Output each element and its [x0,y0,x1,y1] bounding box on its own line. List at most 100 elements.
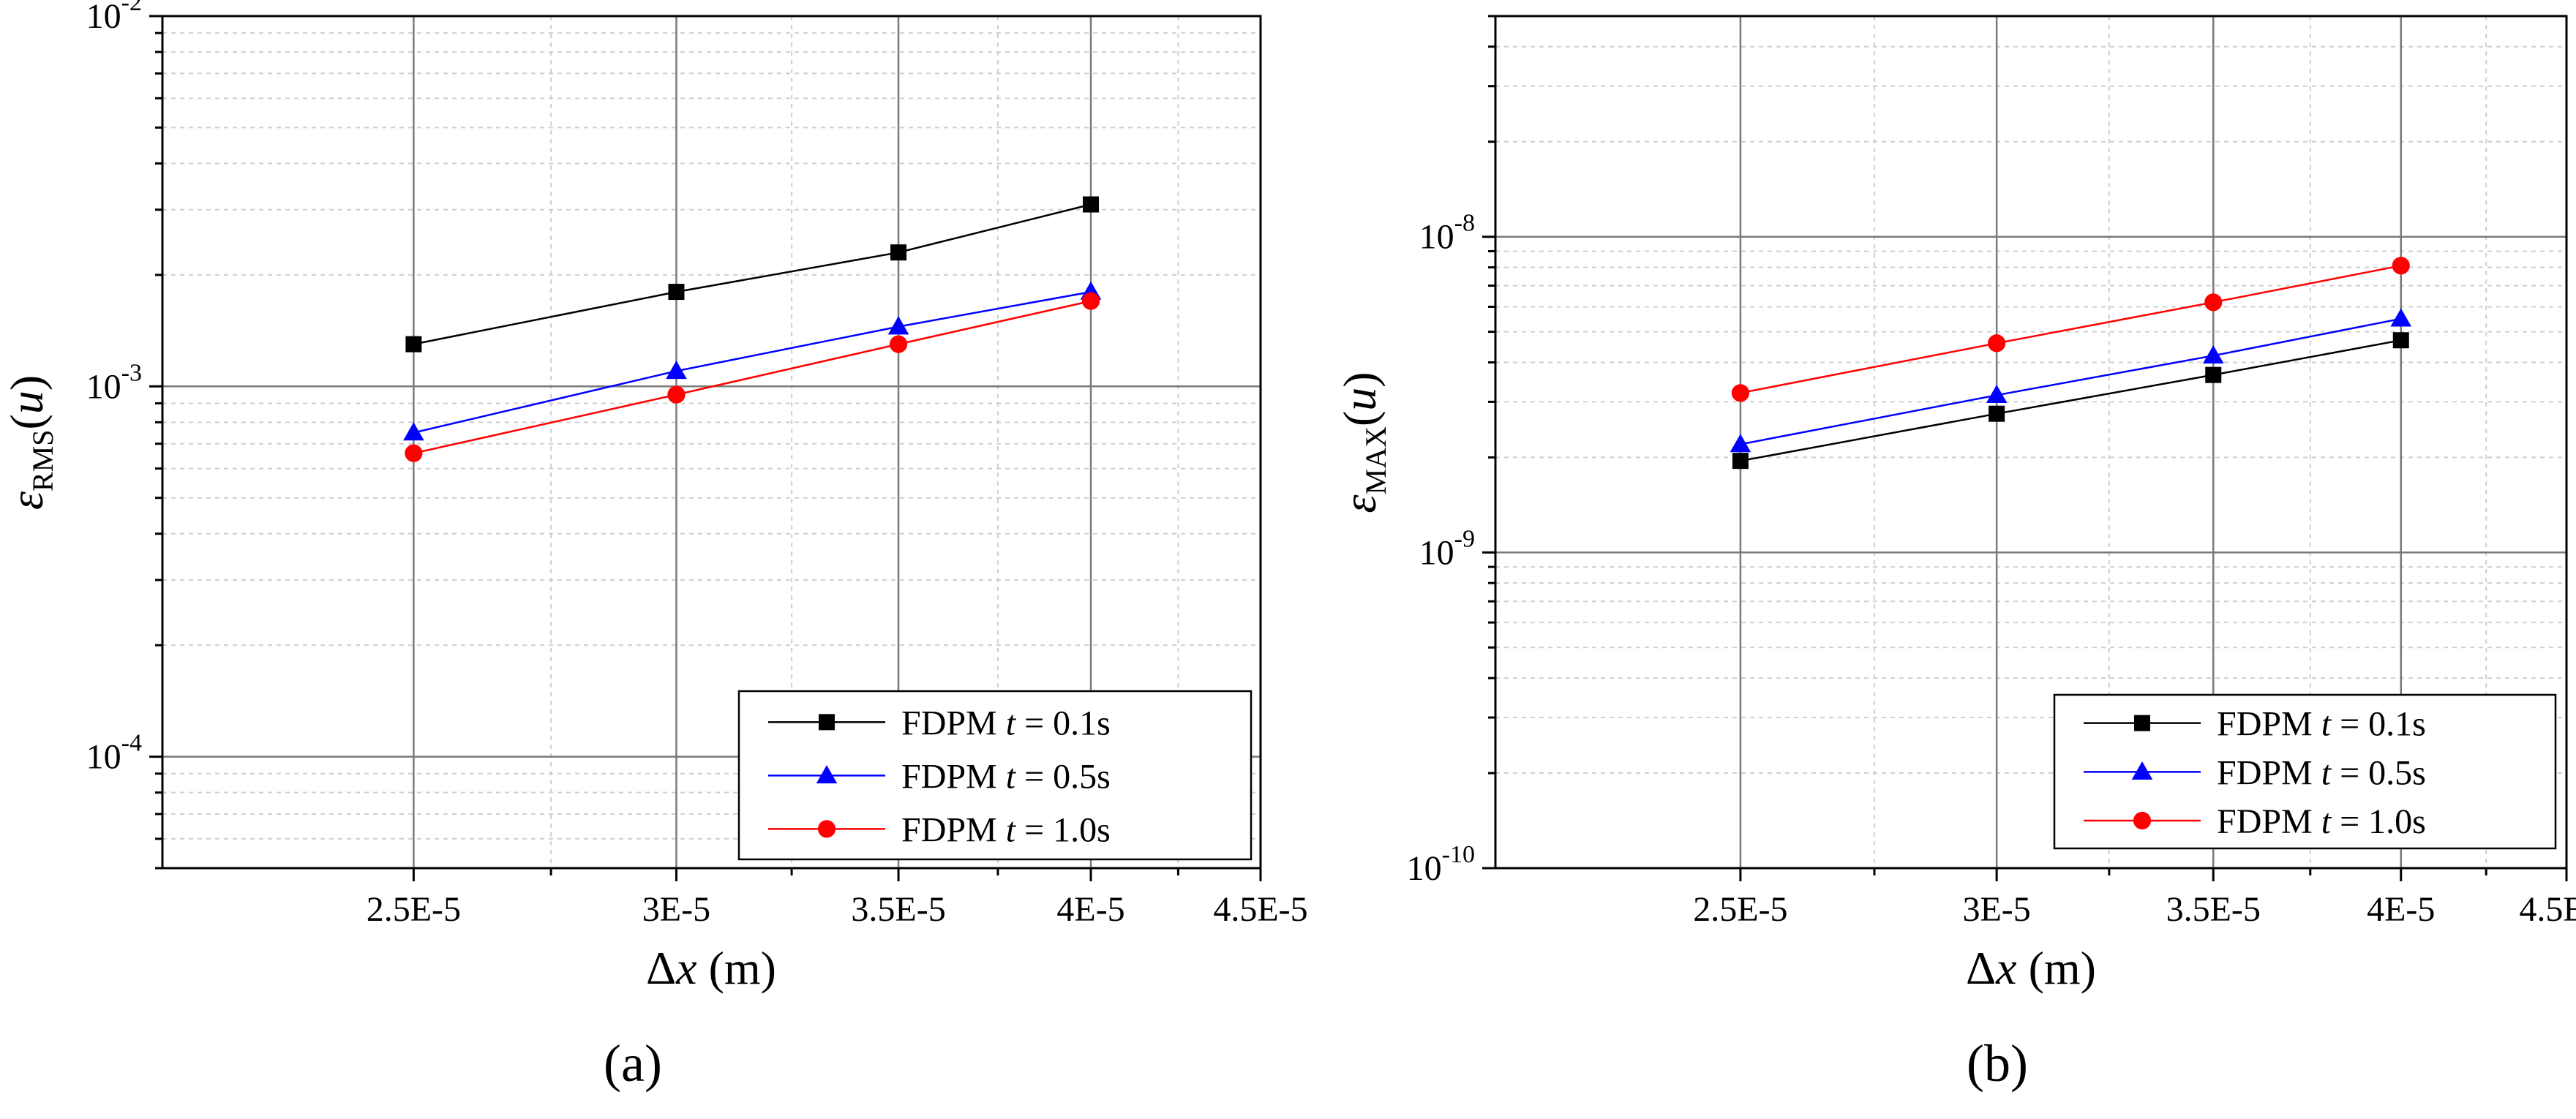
y-tick-exponent: -9 [1454,525,1475,552]
data-point-square [668,284,685,301]
x-axis-label-var: x [675,942,696,994]
legend-label-suffix: = 1.0s [2331,802,2426,841]
legend-label: FDPM t = 0.1s [901,704,1111,742]
y-tick-exponent: -8 [1454,210,1475,237]
x-axis-label-prefix: Δ [646,942,676,994]
y-tick-label: 10-9 [1419,525,1475,572]
legend-label: FDPM t = 1.0s [2217,802,2426,841]
data-point-circle [2133,811,2152,830]
x-axis-label: Δx (m) [646,942,776,994]
data-point-square [405,336,422,353]
legend-label: FDPM t = 0.5s [901,757,1111,796]
data-point-square [1732,453,1749,470]
data-point-triangle [403,422,424,441]
y-tick-base: 10 [86,0,121,36]
panel-label: (a) [604,1034,662,1093]
data-point-square [2392,332,2409,349]
data-point-circle [817,820,836,838]
y-axis-label-subscript: RMS [26,429,59,491]
data-point-circle [1988,334,2006,353]
x-axis-label-unit: (m) [2017,942,2096,994]
panel-label: (b) [1967,1034,2028,1093]
legend-label-suffix: = 0.5s [2331,753,2426,792]
data-point-triangle [2202,345,2224,364]
series-circle [1731,257,2410,402]
x-tick-label: 2.5E-5 [367,890,461,929]
y-tick-label: 10-10 [1407,841,1475,888]
legend-label-var: t [2321,705,2332,744]
data-point-circle [2204,293,2223,312]
data-point-square [2134,715,2150,731]
y-axis-label-symbol: ε [1334,494,1386,513]
y-axis-label-paren: ( [1,414,53,429]
series-line [413,290,1092,434]
y-tick-label: 10-3 [86,359,142,406]
y-axis-label-var: u [1,391,53,414]
legend-label-suffix: = 0.5s [1015,757,1111,796]
data-point-circle [405,444,423,462]
data-point-circle [2392,257,2410,275]
y-axis-label-paren: ) [1334,372,1386,387]
legend-label-var: t [1006,704,1017,742]
legend-label: FDPM t = 0.5s [2217,753,2426,792]
series-circle [405,292,1100,462]
series-line [1740,317,2401,445]
data-point-square [2205,366,2222,383]
legend-label-var: t [2321,802,2332,841]
y-axis-label-var: u [1334,388,1386,411]
x-tick-label: 3E-5 [1962,890,2030,929]
legend-label-prefix: FDPM [901,810,1006,849]
legend-label-prefix: FDPM [901,704,1006,742]
legend-label-var: t [1006,810,1017,849]
y-tick-label: 10-8 [1419,210,1475,257]
y-tick-exponent: -4 [121,730,142,757]
x-tick-label: 4E-5 [2367,890,2435,929]
y-tick-exponent: -2 [121,0,142,16]
series-triangle [1730,308,2412,453]
data-point-triangle [666,361,687,380]
y-tick-exponent: -3 [121,359,142,386]
data-point-square [1083,196,1100,213]
series-square [1732,332,2409,470]
minor-grid [1495,16,2566,868]
data-point-circle [889,335,908,353]
data-point-triangle [1730,434,1751,453]
series-square [405,196,1100,353]
x-tick-label: 4.5E-5 [2519,890,2576,929]
y-axis-label-symbol: ε [1,491,53,510]
series-line [1740,339,2401,462]
plot-frame [161,15,1262,870]
chart-panel-a: 2.5E-5 3E-5 3.5E-5 4E-5 4.5E-510-410-310-2Δx… [1,0,1308,1093]
legend-label-prefix: FDPM [2217,753,2321,792]
y-tick-label: 10-2 [86,0,142,36]
y-tick-label: 10-4 [86,730,142,777]
y-axis-label-subscript: MAX [1359,426,1392,494]
x-tick-label: 4.5E-5 [1213,890,1307,929]
legend-label-suffix: = 0.1s [1015,704,1111,742]
data-point-triangle [2390,308,2412,327]
series-line [1740,264,2401,394]
legend-label: FDPM t = 0.1s [2217,705,2426,744]
y-tick-base: 10 [1419,533,1454,572]
y-axis-label-paren: ( [1334,411,1386,426]
legend-label-var: t [2321,753,2332,792]
series-triangle [403,281,1102,441]
x-axis-label-unit: (m) [697,942,776,994]
x-tick-label: 2.5E-5 [1693,890,1787,929]
data-point-circle [1081,292,1100,310]
data-point-triangle [2131,761,2153,780]
legend-label-suffix: = 1.0s [1015,810,1111,849]
y-axis-label: εMAX(u) [1334,372,1392,513]
y-tick-exponent: -10 [1442,841,1475,868]
x-axis-label-prefix: Δ [1966,942,1996,994]
x-tick-label: 3.5E-5 [2166,890,2261,929]
y-tick-base: 10 [1407,849,1442,888]
series-line [413,300,1092,454]
x-tick-label: 3.5E-5 [851,890,945,929]
x-tick-label: 3E-5 [642,890,710,929]
legend-label-var: t [1006,757,1017,796]
data-point-square [1989,405,2005,422]
